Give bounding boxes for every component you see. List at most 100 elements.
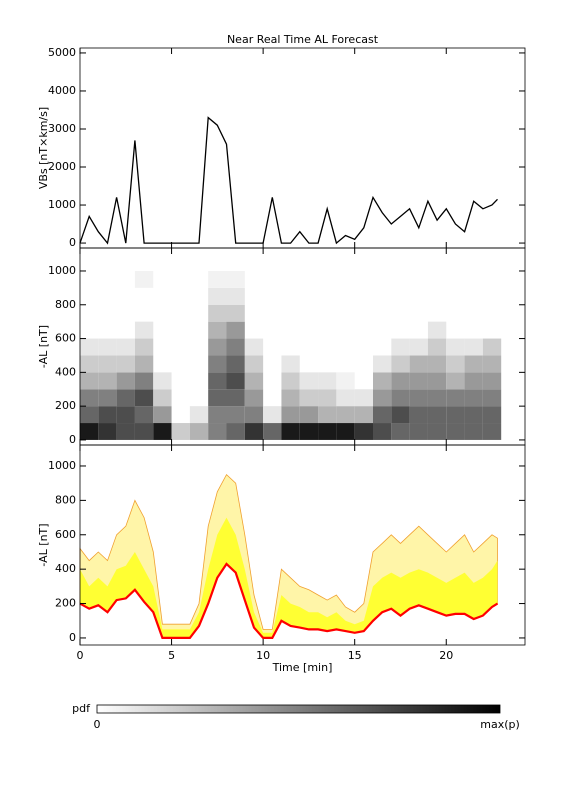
pdf-cell [446, 406, 465, 424]
pdf-cell [427, 372, 447, 390]
y-tick-label: 800 [55, 493, 76, 506]
pdf-cell [409, 406, 428, 424]
x-tick-label: 15 [348, 649, 362, 662]
pdf-cell [409, 338, 428, 356]
y-tick-label: 0 [69, 631, 76, 644]
pdf-cell [336, 372, 355, 390]
plot-frame [79, 444, 526, 646]
x-tick-label: 20 [439, 649, 453, 662]
y-tick-label: 2000 [48, 160, 76, 173]
pdf-cell [482, 423, 502, 440]
y-tick-label: 800 [55, 298, 76, 311]
pdf-cell [98, 389, 117, 407]
pdf-cell [464, 389, 483, 407]
pdf-cell [446, 338, 465, 356]
y-tick-label: 1000 [48, 264, 76, 277]
pdf-cell [391, 372, 410, 390]
x-axis-label: Time [min] [272, 661, 333, 674]
pdf-cell [299, 423, 319, 440]
pdf-cell [80, 423, 99, 440]
y-tick-label: 1000 [48, 198, 76, 211]
pdf-cell [153, 389, 172, 407]
pdf-cell [299, 389, 319, 407]
pdf-cell [427, 389, 447, 407]
y-axis-label: VBs [nT×km/s] [37, 107, 50, 189]
pdf-cell [226, 270, 245, 288]
pdf-cell [116, 389, 135, 407]
pdf-cell [281, 355, 300, 373]
pdf-cell [373, 423, 392, 440]
pdf-cell [263, 423, 282, 440]
y-tick-label: 200 [55, 399, 76, 412]
pdf-cell [427, 406, 447, 424]
pdf-cell [318, 389, 337, 407]
y-tick-label: 400 [55, 365, 76, 378]
y-tick-label: 400 [55, 562, 76, 575]
pdf-cell [171, 423, 190, 440]
pdf-cell [189, 423, 209, 440]
pdf-cell [98, 355, 117, 373]
pdf-cell [427, 321, 447, 339]
x-tick-label: 10 [256, 649, 270, 662]
pdf-cell [80, 406, 99, 424]
pdf-cell [464, 372, 483, 390]
y-tick-label: 0 [69, 433, 76, 446]
pdf-cell [98, 372, 117, 390]
pdf-cell [373, 406, 392, 424]
pdf-cell [482, 406, 502, 424]
pdf-cell [446, 389, 465, 407]
pdf-cell [208, 372, 227, 390]
pdf-cell [281, 423, 300, 440]
chart-title: Near Real Time AL Forecast [227, 33, 379, 46]
pdf-cell [391, 406, 410, 424]
pdf-cell [244, 389, 264, 407]
pdf-cell [208, 423, 227, 440]
pdf-cell [116, 338, 135, 356]
pdf-cell [354, 423, 374, 440]
pdf-cell [391, 338, 410, 356]
data-line [79, 116, 498, 245]
quantile-band [80, 517, 498, 638]
pdf-cell [482, 355, 502, 373]
pdf-cell [336, 406, 355, 424]
pdf-cell [134, 321, 154, 339]
colorbar-min: 0 [94, 718, 101, 731]
pdf-cell [116, 423, 135, 440]
pdf-cell [263, 406, 282, 424]
pdf-cell [409, 355, 428, 373]
colorbar-label: pdf [72, 702, 91, 715]
x-tick-label: 5 [168, 649, 175, 662]
pdf-cell [482, 389, 502, 407]
pdf-cell [134, 372, 154, 390]
pdf-cell [98, 423, 117, 440]
pdf-cell [208, 338, 227, 356]
pdf-cell [373, 355, 392, 373]
pdf-cell [153, 423, 172, 440]
pdf-cell [80, 372, 99, 390]
pdf-cell [80, 355, 99, 373]
pdf-cell [391, 355, 410, 373]
pdf-cell [116, 355, 135, 373]
pdf-cell [464, 355, 483, 373]
pdf-cell [281, 372, 300, 390]
pdf-cell [482, 372, 502, 390]
pdf-cell [226, 406, 245, 424]
pdf-cell [354, 406, 374, 424]
pdf-cell [134, 406, 154, 424]
pdf-cell [208, 270, 227, 288]
pdf-cell [391, 423, 410, 440]
pdf-cell [226, 338, 245, 356]
pdf-cell [116, 406, 135, 424]
pdf-cell [226, 321, 245, 339]
pdf-cell [354, 389, 374, 407]
pdf-cell [226, 423, 245, 440]
pdf-cell [189, 406, 209, 424]
pdf-cell [153, 372, 172, 390]
pdf-cell [134, 270, 154, 288]
pdf-cell [153, 406, 172, 424]
pdf-cell [318, 423, 337, 440]
pdf-cell [427, 355, 447, 373]
pdf-cell [98, 406, 117, 424]
